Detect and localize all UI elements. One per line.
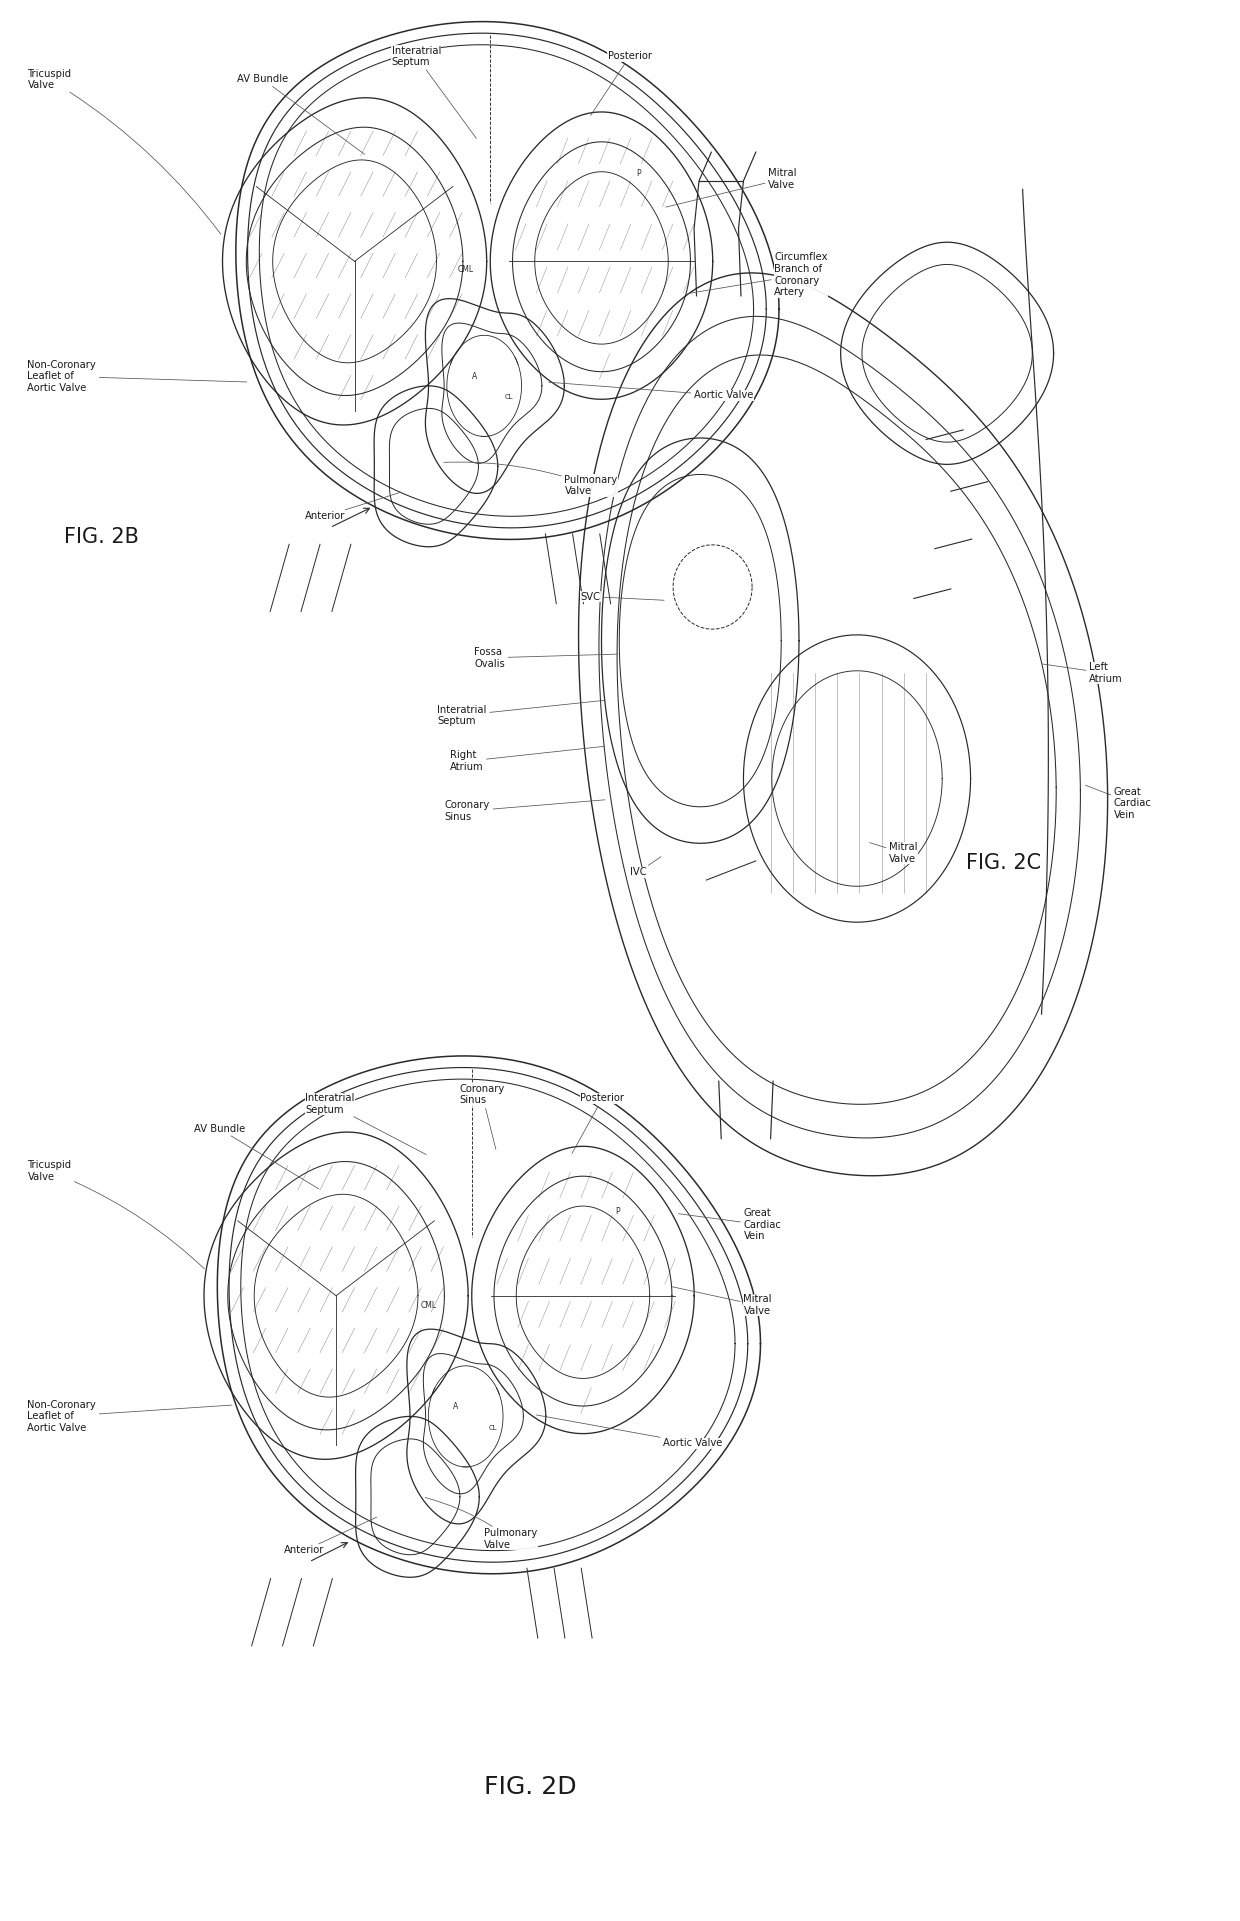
Text: A: A [471, 373, 477, 380]
Text: Coronary
Sinus: Coronary Sinus [460, 1083, 505, 1149]
Text: IVC: IVC [630, 857, 661, 878]
Text: CML: CML [420, 1301, 436, 1310]
Text: SVC: SVC [580, 592, 665, 601]
Text: Pulmonary
Valve: Pulmonary Valve [444, 463, 618, 496]
Text: Coronary
Sinus: Coronary Sinus [445, 799, 605, 822]
Text: P: P [615, 1206, 620, 1216]
Text: Fossa
Ovalis: Fossa Ovalis [475, 647, 618, 669]
Text: Interatrial
Septum: Interatrial Septum [392, 46, 476, 138]
Text: Left
Atrium: Left Atrium [1043, 663, 1122, 684]
Text: Interatrial
Septum: Interatrial Septum [305, 1093, 427, 1155]
Text: AV Bundle: AV Bundle [237, 75, 365, 154]
Text: Circumflex
Branch of
Coronary
Artery: Circumflex Branch of Coronary Artery [688, 252, 828, 298]
Text: A: A [453, 1402, 459, 1412]
Text: Great
Cardiac
Vein: Great Cardiac Vein [1085, 786, 1152, 820]
Text: Mitral
Valve: Mitral Valve [869, 843, 918, 864]
Text: FIG. 2C: FIG. 2C [966, 853, 1040, 872]
Text: Tricuspid
Valve: Tricuspid Valve [27, 1160, 205, 1270]
Text: CML: CML [458, 265, 474, 273]
Text: Mitral
Valve: Mitral Valve [666, 169, 796, 207]
Text: AV Bundle: AV Bundle [195, 1124, 319, 1189]
Text: Anterior: Anterior [284, 1518, 377, 1556]
Text: Tricuspid
Valve: Tricuspid Valve [27, 69, 221, 234]
Text: Non-Coronary
Leaflet of
Aortic Valve: Non-Coronary Leaflet of Aortic Valve [27, 1400, 232, 1433]
Text: Pulmonary
Valve: Pulmonary Valve [425, 1498, 537, 1550]
Text: FIG. 2B: FIG. 2B [64, 526, 139, 547]
Text: Mitral
Valve: Mitral Valve [672, 1287, 773, 1316]
Text: Aortic Valve: Aortic Valve [537, 1416, 723, 1448]
Text: CL: CL [505, 394, 513, 400]
Text: CL: CL [489, 1425, 497, 1431]
Text: P: P [636, 169, 641, 179]
Text: Right
Atrium: Right Atrium [450, 745, 605, 772]
Text: Non-Coronary
Leaflet of
Aortic Valve: Non-Coronary Leaflet of Aortic Valve [27, 359, 247, 394]
Text: Great
Cardiac
Vein: Great Cardiac Vein [678, 1208, 781, 1241]
Text: Aortic Valve: Aortic Valve [549, 382, 754, 400]
Text: Anterior: Anterior [305, 492, 402, 521]
Text: Interatrial
Septum: Interatrial Septum [438, 701, 605, 726]
Text: Posterior: Posterior [572, 1093, 625, 1153]
Text: FIG. 2D: FIG. 2D [484, 1775, 577, 1798]
Text: Posterior: Posterior [590, 52, 652, 115]
